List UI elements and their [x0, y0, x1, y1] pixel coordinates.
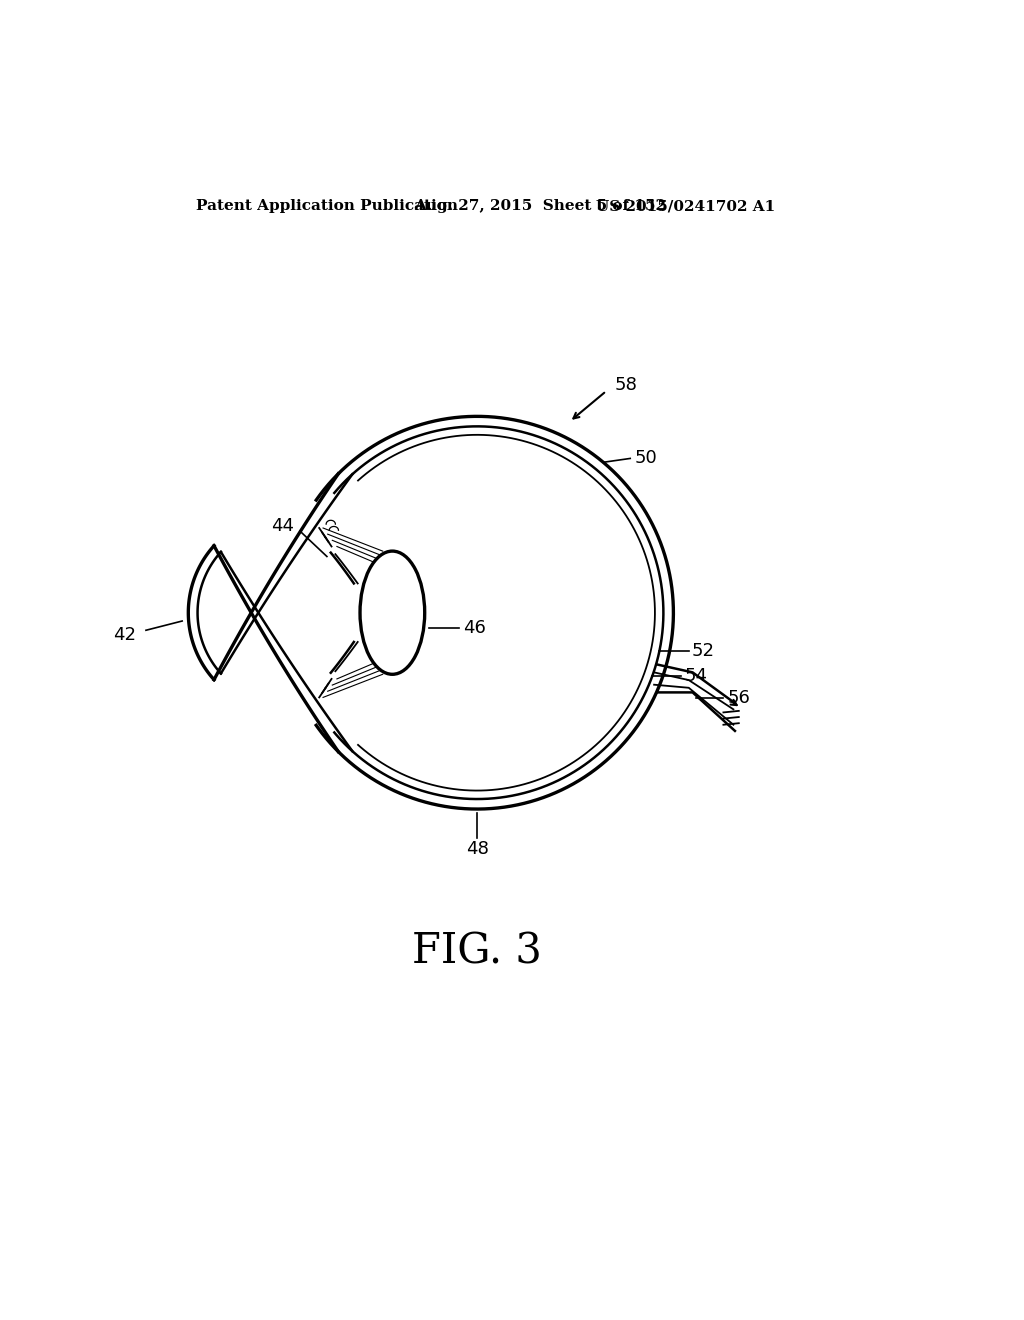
Text: 58: 58 [614, 376, 637, 393]
Text: 46: 46 [463, 619, 486, 638]
Text: 44: 44 [270, 516, 294, 535]
Text: 50: 50 [634, 449, 656, 467]
Text: Patent Application Publication: Patent Application Publication [196, 199, 458, 213]
Text: FIG. 3: FIG. 3 [412, 931, 542, 973]
Ellipse shape [360, 552, 425, 675]
Text: 48: 48 [466, 840, 488, 858]
Text: 54: 54 [684, 668, 708, 685]
Text: 56: 56 [727, 689, 751, 706]
Text: Aug. 27, 2015  Sheet 5 of 152: Aug. 27, 2015 Sheet 5 of 152 [414, 199, 666, 213]
Text: US 2015/0241702 A1: US 2015/0241702 A1 [596, 199, 775, 213]
Text: 42: 42 [113, 626, 136, 644]
Text: 52: 52 [691, 643, 715, 660]
